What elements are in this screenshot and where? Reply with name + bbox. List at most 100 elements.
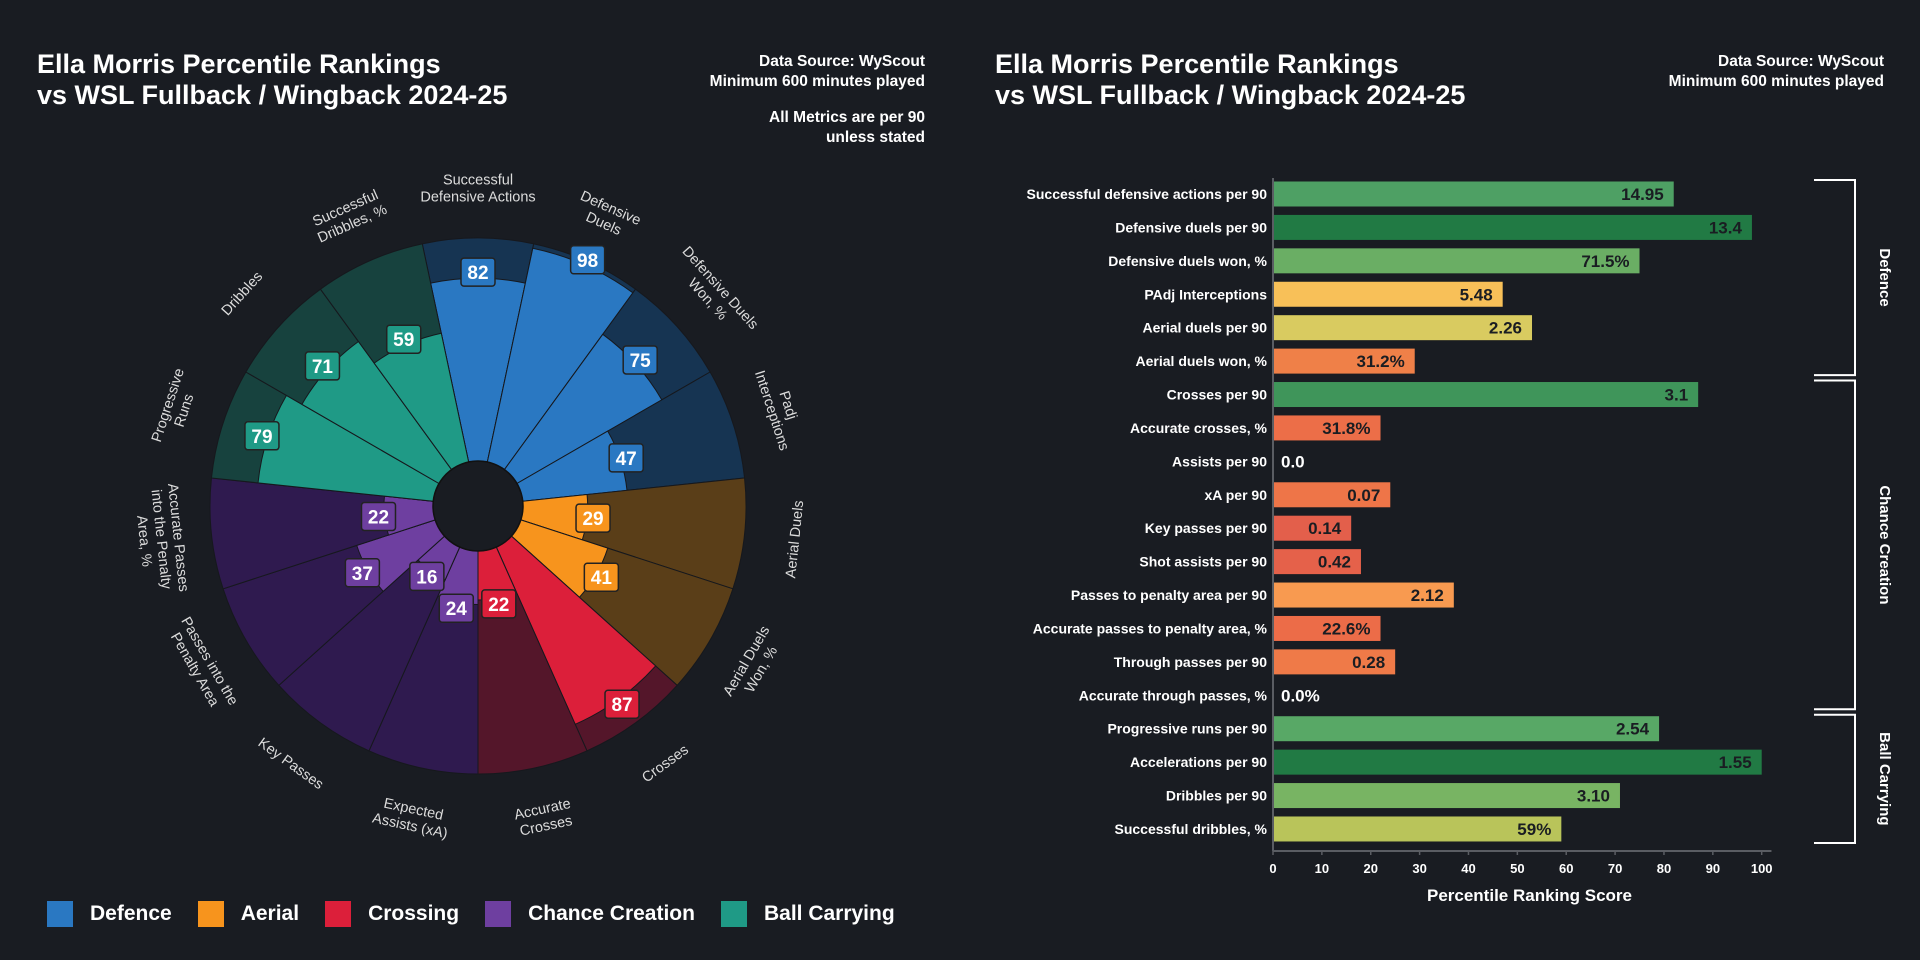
polar-metric-label: Aerial DuelsWon, % xyxy=(720,623,788,707)
minimum-minutes-text: Minimum 600 minutes played xyxy=(1668,73,1884,90)
polar-value-badge-box xyxy=(244,421,280,451)
bar-chart: Successful defensive actions per 90 14.95… xyxy=(1027,178,1893,876)
polar-value-badge-box xyxy=(438,593,475,623)
polar-value-badge: 71 xyxy=(304,351,341,381)
polar-metric-label: Dribbles xyxy=(219,269,266,319)
bar xyxy=(1273,615,1381,641)
bar-category-label: Accelerations per 90 xyxy=(1130,754,1267,770)
bar-title-line-1: Ella Morris Percentile Rankings xyxy=(995,49,1399,79)
x-axis-title: Percentile Ranking Score xyxy=(1426,886,1633,905)
bar xyxy=(1273,382,1699,408)
bar-category-label: Accurate passes to penalty area, % xyxy=(1033,620,1268,636)
polar-value-badge: 79 xyxy=(244,421,280,451)
polar-value-badge: 22 xyxy=(360,501,397,532)
polar-metric-label: PadjInterceptions xyxy=(751,363,808,452)
bar-value-label: 71.5% xyxy=(1581,252,1629,271)
legend-item-ball-carrying: Ball Carrying xyxy=(720,901,895,927)
polar-title: Ella Morris Percentile Rankings vs WSL F… xyxy=(37,49,507,111)
x-tick-label: 90 xyxy=(1706,861,1720,876)
polar-value-badge: 82 xyxy=(460,257,496,287)
bar-category-label: Passes to penalty area per 90 xyxy=(1071,587,1267,603)
polar-value-badge-box xyxy=(460,257,496,287)
bar-category-label: Defensive duels won, % xyxy=(1108,253,1267,269)
legend-item-crossing: Crossing xyxy=(325,901,459,927)
bar-value-label: 3.10 xyxy=(1577,787,1610,806)
legend-swatch-crossing xyxy=(325,901,352,927)
bar xyxy=(1273,816,1562,842)
bar-value-label: 59% xyxy=(1517,820,1551,839)
x-tick-label: 10 xyxy=(1315,861,1329,876)
group-label: Defence xyxy=(1876,248,1893,306)
polar-value-label: 22 xyxy=(368,507,389,528)
polar-metric-label: SuccessfulDribbles, % xyxy=(308,186,389,246)
legend-swatch-chance-creation xyxy=(485,901,512,927)
polar-value-label: 37 xyxy=(352,564,373,585)
bar-category-label: xA per 90 xyxy=(1204,487,1267,503)
polar-value-badge: 59 xyxy=(385,324,422,354)
bar xyxy=(1273,415,1381,441)
polar-metric-label: Key Passes xyxy=(255,735,326,793)
bar-category-label: Progressive runs per 90 xyxy=(1107,721,1267,737)
bar-category-label: PAdj Interceptions xyxy=(1144,286,1267,302)
legend-swatch-ball-carrying xyxy=(720,901,747,927)
bar-value-label: 5.48 xyxy=(1460,285,1493,304)
group-bracket xyxy=(1814,379,1856,711)
polar-value-badge: 47 xyxy=(608,443,644,473)
bar xyxy=(1273,482,1391,508)
polar-metric-label: Successful Defensive Actions xyxy=(420,173,535,206)
polar-metric-label: Passes into thePenalty Area xyxy=(163,614,241,716)
polar-value-badge-box xyxy=(608,443,644,473)
data-source-text: Data Source: WyScout xyxy=(1718,53,1884,70)
polar-value-badge: 87 xyxy=(604,689,640,719)
bar xyxy=(1273,716,1660,742)
bar-value-label: 2.12 xyxy=(1411,586,1444,605)
legend-label: Crossing xyxy=(368,902,460,925)
bar-value-label: 0.07 xyxy=(1347,486,1380,505)
polar-value-label: 82 xyxy=(467,263,488,284)
polar-center-hole xyxy=(432,460,524,552)
polar-metric-label: ExpectedAssists (xA) xyxy=(371,794,453,842)
bar-category-label: Shot assists per 90 xyxy=(1139,554,1267,570)
polar-metric-label-line: Dribbles xyxy=(219,269,266,319)
legend-swatch-defence xyxy=(47,901,73,927)
polar-value-badge-box xyxy=(575,503,611,533)
group-bracket xyxy=(1814,179,1856,377)
bar-category-label: Key passes per 90 xyxy=(1145,520,1267,536)
group-bracket xyxy=(1814,713,1856,844)
x-tick-label: 100 xyxy=(1751,861,1773,876)
polar-value-badge: 98 xyxy=(569,245,606,275)
polar-value-badge-box xyxy=(344,558,381,588)
bar-value-label: 1.55 xyxy=(1719,753,1752,772)
bar xyxy=(1273,181,1674,207)
bar-category-label: Through passes per 90 xyxy=(1114,654,1267,670)
bar xyxy=(1273,348,1415,374)
group-label: Chance Creation xyxy=(1876,485,1893,604)
polar-metric-label-line: Successful xyxy=(443,173,513,189)
legend-item-defence: Defence xyxy=(47,901,172,927)
polar-value-badge: 24 xyxy=(438,593,475,623)
bar xyxy=(1273,582,1454,608)
bar xyxy=(1273,749,1762,775)
bar-value-label: 31.8% xyxy=(1322,419,1370,438)
polar-value-label: 29 xyxy=(582,509,603,530)
polar-metric-label-line: Area, % xyxy=(133,515,154,568)
x-tick-label: 60 xyxy=(1559,861,1573,876)
x-tick-label: 80 xyxy=(1657,861,1671,876)
polar-value-label: 79 xyxy=(251,427,272,448)
metrics-note-line-2: unless stated xyxy=(825,129,925,146)
legend-label: Aerial xyxy=(240,902,300,925)
polar-value-label: 41 xyxy=(591,568,613,589)
bar xyxy=(1273,549,1361,575)
polar-chart: 82 Successful Defensive Actions 98 Defensive… xyxy=(133,173,808,843)
bar xyxy=(1273,315,1533,341)
polar-value-badge: 75 xyxy=(622,345,658,375)
bar xyxy=(1273,281,1503,307)
polar-metric-label: ProgressiveRuns xyxy=(149,367,204,450)
bar-category-label: Aerial duels won, % xyxy=(1136,353,1268,369)
bar-category-label: Successful dribbles, % xyxy=(1115,821,1268,837)
bar-value-label: 31.2% xyxy=(1357,352,1405,371)
bar-value-label: 0.0 xyxy=(1281,452,1305,471)
x-tick-label: 50 xyxy=(1510,861,1524,876)
metrics-note-line-1: All Metrics are per 90 xyxy=(769,109,925,126)
polar-value-label: 87 xyxy=(611,695,632,716)
